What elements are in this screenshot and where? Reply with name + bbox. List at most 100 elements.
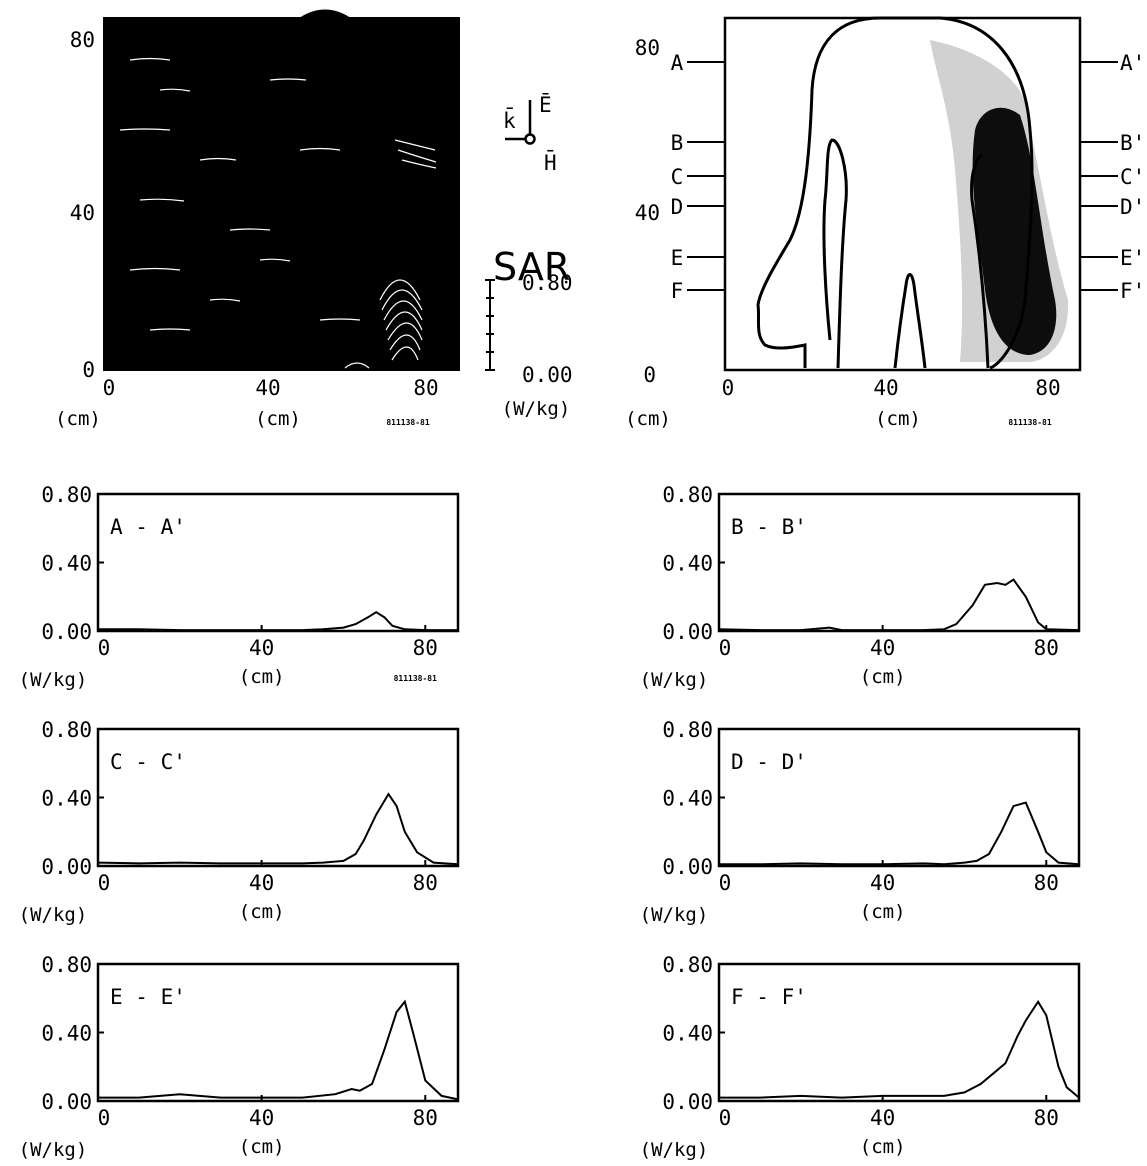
contour-head-bump <box>299 9 351 19</box>
x-tick-label: 0 <box>719 871 732 895</box>
profile-chart-b: 0.00 0.40 0.80 0 40 80 B - B' (W/kg) (cm) <box>640 483 1081 691</box>
cut-label-B-prime: B' <box>1120 131 1145 155</box>
profile-data-point <box>1078 863 1080 866</box>
cut-label-C: C <box>671 165 684 189</box>
sar-legend-title: SAR <box>493 245 570 289</box>
profile-data-point <box>354 853 357 855</box>
profile-data-point <box>97 1096 99 1099</box>
x-tick-label: 40 <box>249 871 274 895</box>
profile-data-point <box>963 1091 966 1094</box>
profile-data-point <box>138 1096 140 1099</box>
profile-frame <box>96 492 460 633</box>
profile-title: C - C' <box>110 750 186 774</box>
profile-data-point <box>391 625 394 627</box>
y-tick-label: 0.40 <box>41 787 92 811</box>
y-tick-label: 0.00 <box>41 620 92 644</box>
profile-data-point <box>1025 801 1027 804</box>
profile-data-point <box>334 1093 337 1095</box>
outline-xtick-40: 40 <box>873 376 898 400</box>
profile-data-point <box>800 1095 802 1097</box>
profile-data-point <box>301 1096 304 1099</box>
profile-data-point <box>996 1069 998 1071</box>
x-unit-label: (cm) <box>860 1136 906 1158</box>
y-unit-label: (W/kg) <box>640 1139 709 1161</box>
profile-data-point <box>416 851 418 854</box>
profile-data-point <box>922 629 925 631</box>
sar-contour-fill <box>103 17 460 371</box>
xtick-0: 0 <box>103 376 116 400</box>
xtick-80: 80 <box>413 376 438 400</box>
profile-frame <box>717 492 1081 633</box>
profile-data-point <box>350 1088 353 1090</box>
profile-data-point <box>367 616 369 619</box>
profile-data-point <box>260 629 263 631</box>
profile-series-line <box>719 999 1080 1099</box>
profile-data-point <box>1057 861 1060 864</box>
x-tick-label: 80 <box>1034 871 1059 895</box>
profile-chart-e: 0.00 0.40 0.80 0 40 80 E - E' (W/kg) (cm) <box>19 953 460 1161</box>
y-tick-label: 0.00 <box>41 1090 92 1114</box>
profile-data-point <box>301 862 304 865</box>
x-tick-label: 80 <box>1034 636 1059 660</box>
profile-data-point <box>971 604 974 607</box>
cut-label-D-prime: D' <box>1120 195 1145 219</box>
x-unit-label: (cm) <box>860 666 906 688</box>
y-tick-label: 0.80 <box>41 718 92 742</box>
profile-data-point <box>179 1093 181 1095</box>
profile-data-point <box>301 629 304 631</box>
profile-data-point <box>260 862 263 865</box>
y-tick-label: 0.40 <box>662 1022 713 1046</box>
y-tick-label: 0.80 <box>662 953 713 977</box>
y-tick-label: 0.00 <box>662 1090 713 1114</box>
y-unit-label: (W/kg) <box>19 904 88 926</box>
profile-data-point <box>1037 1000 1039 1003</box>
profile-chart-a: 0.00 0.40 0.80 0 40 80 A - A' (W/kg) (cm) 811138-… <box>19 483 460 691</box>
contour-flecks <box>119 57 437 369</box>
profile-data-point <box>1012 805 1015 807</box>
profile-frame <box>96 727 460 868</box>
y-tick-label: 0.80 <box>662 718 713 742</box>
y-tick-label: 0.40 <box>662 552 713 576</box>
outline-plot-code: 811138-81 <box>1008 418 1052 427</box>
outline-xtick-0: 0 <box>722 376 735 400</box>
y-tick-label: 0.40 <box>41 552 92 576</box>
profile-data-point <box>718 863 720 866</box>
profile-data-point <box>457 863 459 866</box>
profile-chart-f: 0.00 0.40 0.80 0 40 80 F - F' (W/kg) (cm) <box>640 953 1081 1161</box>
sar-map-yaxis: 80 40 0 <box>70 28 95 382</box>
profile-data-point <box>840 863 843 866</box>
profile-data-point <box>759 629 761 631</box>
body-outline-map <box>723 16 1082 372</box>
profile-data-point <box>359 1089 361 1092</box>
cut-label-F-prime: F' <box>1120 279 1145 303</box>
cut-label-D: D <box>671 195 684 219</box>
profile-data-point <box>1045 628 1048 631</box>
profile-data-point <box>424 1079 427 1082</box>
profile-data-point <box>996 582 998 584</box>
profile-data-point <box>375 611 377 613</box>
x-tick-label: 40 <box>870 871 895 895</box>
profile-data-point <box>881 629 884 631</box>
x-tick-label: 40 <box>249 636 274 660</box>
x-tick-label: 0 <box>98 636 111 660</box>
x-tick-label: 0 <box>98 1106 111 1130</box>
sar-contour-map <box>103 9 460 371</box>
profile-data-point <box>404 628 406 631</box>
profile-data-point <box>457 1098 459 1101</box>
profile-data-point <box>828 626 831 629</box>
ytick-0: 0 <box>82 358 95 382</box>
profile-data-point <box>440 1095 443 1097</box>
profile-title: D - D' <box>731 750 807 774</box>
profile-data-point <box>97 861 99 864</box>
outline-xtick-80: 80 <box>1035 376 1060 400</box>
profile-data-point <box>395 805 398 807</box>
profile-data-point <box>179 629 181 631</box>
profile-data-point <box>922 862 925 865</box>
x-tick-label: 0 <box>719 636 732 660</box>
profile-data-point <box>371 1083 373 1085</box>
y-tick-label: 0.40 <box>662 787 713 811</box>
outline-ytick-0: 0 <box>643 363 656 387</box>
x-tick-label: 80 <box>413 1106 438 1130</box>
y-unit-label: (W/kg) <box>19 669 88 691</box>
profile-data-point <box>988 853 990 855</box>
